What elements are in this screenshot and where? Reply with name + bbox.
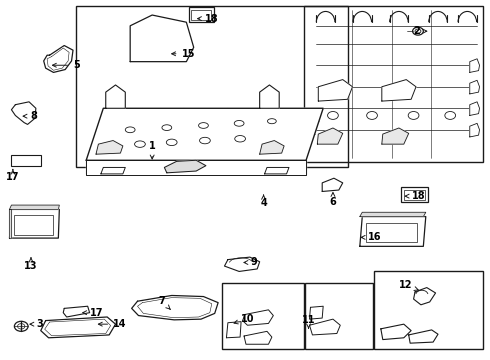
Bar: [14, 215, 53, 234]
Polygon shape: [260, 140, 284, 154]
Polygon shape: [243, 310, 273, 325]
Polygon shape: [45, 319, 111, 336]
Text: 8: 8: [23, 111, 37, 121]
Polygon shape: [244, 331, 272, 344]
Polygon shape: [96, 140, 123, 154]
Bar: [221, 283, 304, 349]
Polygon shape: [265, 167, 289, 174]
Bar: [366, 223, 417, 242]
Polygon shape: [11, 102, 36, 125]
Text: 15: 15: [172, 49, 195, 59]
Polygon shape: [106, 85, 125, 108]
Text: 16: 16: [361, 232, 382, 242]
Polygon shape: [9, 205, 59, 210]
Text: 17: 17: [83, 308, 103, 318]
Polygon shape: [318, 128, 343, 144]
Polygon shape: [414, 288, 436, 305]
Polygon shape: [318, 80, 352, 101]
Polygon shape: [224, 257, 260, 271]
Polygon shape: [44, 45, 73, 72]
Polygon shape: [86, 108, 323, 160]
Polygon shape: [310, 306, 323, 319]
Polygon shape: [63, 306, 90, 317]
Text: 18: 18: [197, 14, 219, 24]
Bar: [401, 187, 428, 202]
Polygon shape: [47, 48, 69, 70]
Polygon shape: [305, 6, 483, 161]
Text: 1: 1: [149, 141, 155, 159]
Text: 12: 12: [398, 280, 418, 291]
Text: 9: 9: [244, 257, 258, 267]
Polygon shape: [470, 123, 480, 137]
Polygon shape: [260, 85, 279, 108]
Text: 4: 4: [260, 195, 267, 208]
Text: 2: 2: [413, 26, 427, 36]
Bar: [305, 283, 373, 349]
Polygon shape: [101, 167, 125, 174]
Bar: [304, 6, 484, 162]
Polygon shape: [382, 128, 409, 144]
Polygon shape: [164, 160, 206, 173]
Polygon shape: [9, 210, 59, 238]
Polygon shape: [310, 319, 340, 335]
Polygon shape: [360, 217, 426, 246]
Polygon shape: [470, 59, 480, 72]
Text: 14: 14: [98, 319, 126, 329]
Polygon shape: [382, 80, 416, 101]
Polygon shape: [138, 298, 212, 318]
Text: 5: 5: [52, 60, 80, 70]
Text: 3: 3: [30, 319, 44, 329]
Text: 18: 18: [405, 191, 426, 201]
Polygon shape: [41, 317, 116, 338]
Bar: [11, 155, 41, 166]
Text: 13: 13: [24, 258, 38, 271]
Polygon shape: [132, 296, 218, 320]
Polygon shape: [409, 330, 438, 343]
Bar: [404, 190, 425, 200]
Text: 6: 6: [330, 193, 336, 207]
Polygon shape: [470, 80, 480, 94]
Bar: [191, 10, 211, 21]
Polygon shape: [9, 210, 11, 238]
Polygon shape: [470, 102, 480, 116]
Text: 11: 11: [302, 315, 315, 328]
Text: 17: 17: [6, 169, 20, 182]
Text: 10: 10: [234, 314, 255, 324]
Polygon shape: [322, 178, 343, 192]
Polygon shape: [226, 321, 241, 338]
Polygon shape: [360, 212, 426, 217]
Bar: [189, 7, 214, 22]
Text: 7: 7: [159, 296, 170, 309]
Bar: [76, 6, 347, 167]
Polygon shape: [86, 160, 306, 175]
Bar: [374, 271, 483, 349]
Polygon shape: [381, 324, 411, 339]
Polygon shape: [130, 15, 194, 62]
